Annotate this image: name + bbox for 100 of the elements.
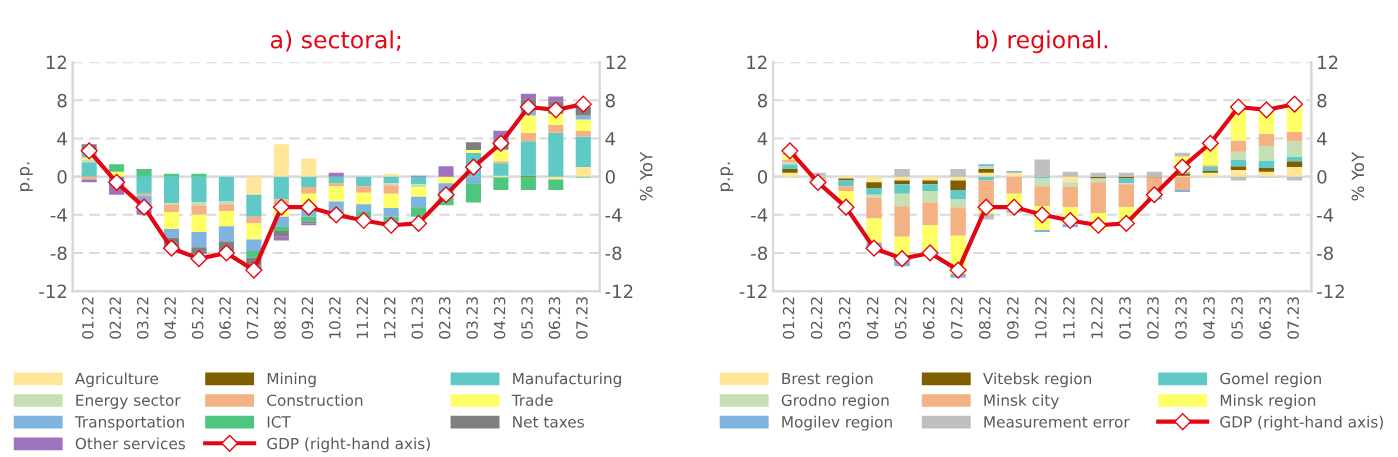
legend-label: Minsk region xyxy=(1220,394,1316,409)
chart-title: b) regional. xyxy=(976,30,1108,54)
bar xyxy=(1258,160,1275,169)
y2-tick-label: -4 xyxy=(1317,208,1334,222)
bar xyxy=(1118,184,1135,208)
bar xyxy=(1230,140,1247,152)
bar xyxy=(163,211,180,230)
bar xyxy=(273,144,289,177)
bar xyxy=(218,226,234,242)
bar xyxy=(493,149,509,162)
legend-label: Agriculture xyxy=(74,372,159,388)
bar xyxy=(246,176,262,195)
bar xyxy=(838,180,854,187)
bar xyxy=(218,201,234,205)
x-tick-label: 01.23 xyxy=(1119,297,1131,339)
legend-label: Brest region xyxy=(782,372,873,388)
y2-tick-label: 0 xyxy=(605,170,615,184)
point xyxy=(574,95,592,113)
bar xyxy=(218,210,234,227)
bar xyxy=(922,184,938,191)
bar xyxy=(782,164,798,169)
bar xyxy=(520,176,536,190)
legend-label: Measurement error xyxy=(984,416,1130,428)
x-tick-label: 06.22 xyxy=(219,297,231,339)
x-tick-label: 03.22 xyxy=(838,297,851,339)
bar xyxy=(575,119,591,131)
legend-label: Mining xyxy=(267,372,316,388)
bar xyxy=(493,177,509,190)
bar xyxy=(136,169,152,177)
y2-tick-label: 8 xyxy=(605,93,615,108)
x-tick-label: 12.22 xyxy=(1091,297,1103,339)
x-tick-label: 10.22 xyxy=(1035,297,1047,339)
bar xyxy=(191,205,207,215)
bar xyxy=(548,179,564,190)
bar xyxy=(866,218,882,243)
x-tick-label: 03.23 xyxy=(1175,297,1187,339)
point xyxy=(1285,95,1304,113)
point xyxy=(921,244,939,262)
bar xyxy=(1062,171,1078,177)
x-tick-label: 05.22 xyxy=(191,297,204,339)
bar xyxy=(866,188,882,195)
bar xyxy=(301,187,317,194)
point xyxy=(327,206,345,224)
x-tick-label: 02.22 xyxy=(109,297,122,339)
bar xyxy=(1202,172,1219,177)
bar xyxy=(438,176,454,184)
bar xyxy=(1146,171,1163,177)
legend-label: GDP (right-hand axis) xyxy=(267,437,430,453)
x-tick-label: 07.22 xyxy=(950,297,963,339)
y-tick-label: 12 xyxy=(46,55,67,70)
point xyxy=(492,134,510,152)
bar xyxy=(1062,182,1078,188)
x-tick-label: 04.23 xyxy=(1203,297,1215,339)
bar xyxy=(978,169,994,173)
x-tick-label: 01.22 xyxy=(782,297,795,339)
y2-tick-label: -4 xyxy=(605,208,622,222)
y-tick-label: 8 xyxy=(57,93,67,108)
x-tick-label: 03.23 xyxy=(466,297,478,339)
y-tick-label: 12 xyxy=(747,55,767,70)
bar xyxy=(246,194,262,217)
bar xyxy=(1230,166,1247,170)
point xyxy=(1089,216,1107,234)
legend-label: Transportation xyxy=(74,415,184,431)
y2-tick-label: -8 xyxy=(605,246,622,261)
bar xyxy=(1034,178,1050,187)
x-tick-label: 05.23 xyxy=(521,297,533,339)
x-tick-label: 09.22 xyxy=(301,297,314,339)
point xyxy=(190,250,208,268)
bar xyxy=(301,158,317,177)
y-tick-label: 4 xyxy=(57,132,67,146)
bar xyxy=(922,202,938,226)
bar xyxy=(548,132,564,177)
bar xyxy=(218,204,234,211)
bar xyxy=(383,208,399,217)
bar xyxy=(163,176,180,204)
bar xyxy=(356,204,372,212)
y-tick-label: -8 xyxy=(50,246,67,261)
point xyxy=(547,101,565,119)
y2-tick-label: 12 xyxy=(606,55,626,70)
x-tick-label: 07.23 xyxy=(576,297,588,339)
bar xyxy=(383,173,399,177)
x-tick-label: 01.23 xyxy=(411,297,423,339)
bar xyxy=(465,149,482,153)
bar xyxy=(950,199,966,208)
bar xyxy=(1286,141,1303,157)
x-tick-label: 06.23 xyxy=(548,297,561,339)
point xyxy=(781,142,799,160)
bar xyxy=(782,169,798,173)
bar xyxy=(950,169,966,177)
point xyxy=(1117,214,1135,232)
bar xyxy=(1230,159,1247,167)
y2-tick-label: -8 xyxy=(1317,246,1333,261)
bar xyxy=(163,173,180,177)
point xyxy=(1201,134,1219,152)
point xyxy=(519,98,537,116)
point xyxy=(80,142,98,160)
bar xyxy=(465,142,482,150)
bar xyxy=(81,162,97,177)
point xyxy=(837,198,855,216)
x-tick-label: 10.22 xyxy=(329,297,341,339)
